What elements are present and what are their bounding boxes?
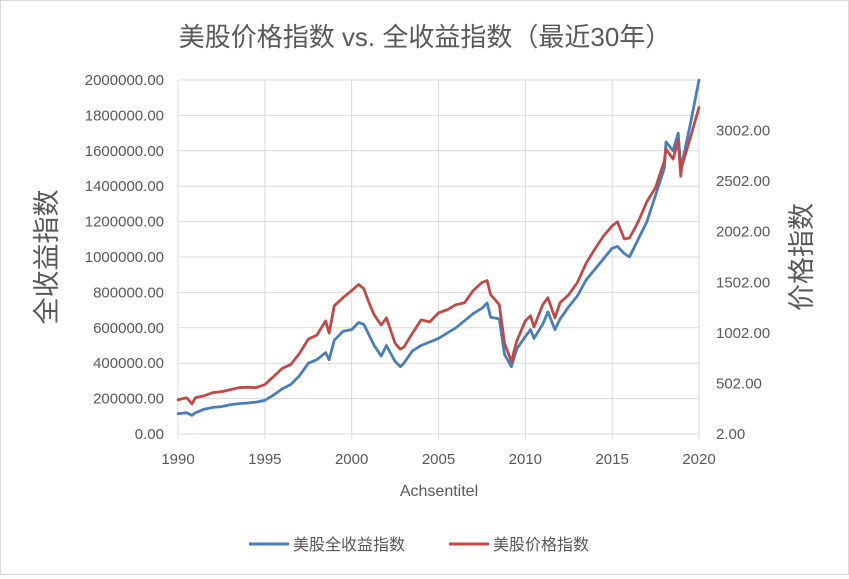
- y-axis-title-right: 价格指数: [787, 203, 817, 311]
- y-tick-label-right: 1502.00: [716, 274, 770, 291]
- x-tick-label: 2015: [595, 451, 628, 468]
- x-axis-title: Achsentitel: [400, 483, 478, 500]
- y-tick-label-left: 600000.00: [93, 320, 164, 337]
- y-tick-label-left: 400000.00: [93, 355, 164, 372]
- y-tick-label-left: 0.00: [135, 426, 164, 443]
- y-tick-label-right: 2.00: [716, 426, 745, 443]
- series-layer: [176, 78, 701, 417]
- legend-label-price: 美股价格指数: [493, 536, 589, 554]
- series-line-price: [176, 106, 701, 406]
- y-tick-label-right: 3002.00: [716, 123, 770, 140]
- y-tick-label-left: 800000.00: [93, 284, 164, 301]
- x-tick-label: 1990: [161, 451, 194, 468]
- y-tick-label-left: 2000000.00: [85, 72, 164, 89]
- y-tick-label-left: 1400000.00: [85, 178, 164, 195]
- legend-label-total-return: 美股全收益指数: [293, 536, 405, 554]
- y-tick-label-left: 1600000.00: [85, 143, 164, 160]
- y-axis-title-left: 全收益指数: [32, 190, 62, 325]
- y-tick-label-left: 1200000.00: [85, 214, 164, 231]
- tick-layer: 0.00 200000.00 400000.00 600000.00 800000.00…: [85, 72, 770, 468]
- y-tick-label-right: 2502.00: [716, 173, 770, 190]
- x-tick-label: 2010: [509, 451, 542, 468]
- y-tick-label-right: 502.00: [716, 375, 762, 392]
- y-tick-label-left: 1000000.00: [85, 249, 164, 266]
- y-tick-label-right: 1002.00: [716, 325, 770, 342]
- y-tick-label-left: 1800000.00: [85, 107, 164, 124]
- y-tick-label-right: 2002.00: [716, 224, 770, 241]
- x-tick-label: 1995: [248, 451, 281, 468]
- chart-title: 美股价格指数 vs. 全收益指数（最近30年）: [179, 22, 672, 52]
- y-tick-label-left: 200000.00: [93, 391, 164, 408]
- grid-layer: [177, 79, 700, 439]
- x-tick-label: 2005: [422, 451, 455, 468]
- legend: 美股全收益指数 美股价格指数: [249, 536, 589, 554]
- x-tick-label: 2000: [335, 451, 368, 468]
- x-tick-label: 2020: [682, 451, 715, 468]
- series-line-total-return: [176, 78, 701, 417]
